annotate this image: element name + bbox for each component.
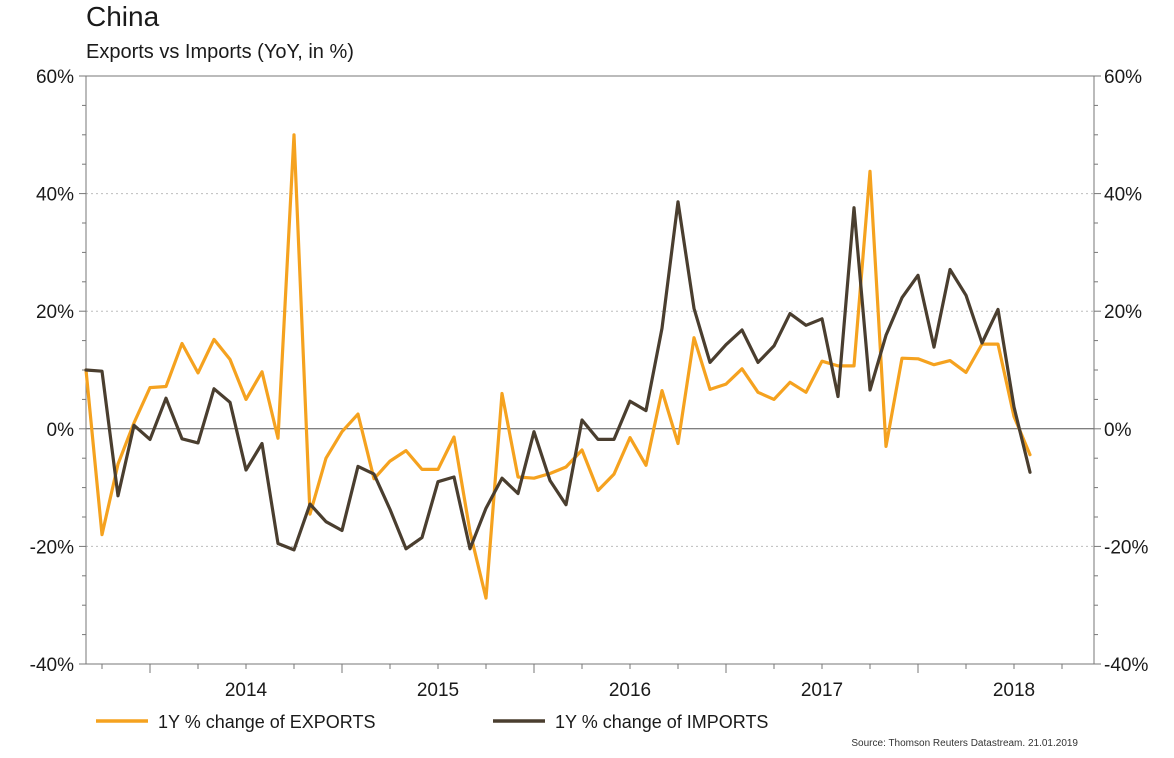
series-line-exports	[84, 133, 1032, 600]
legend: 1Y % change of EXPORTS 1Y % change of IMP…	[96, 712, 768, 732]
y-tick-left: 20%	[36, 302, 74, 323]
x-tick-label: 2015	[417, 680, 459, 701]
y-tick-left: -40%	[30, 655, 74, 676]
y-tick-right: -20%	[1104, 537, 1148, 558]
y-tick-right: 20%	[1104, 302, 1142, 323]
series-lines	[84, 133, 1032, 600]
y-tick-right: 60%	[1104, 67, 1142, 88]
y-tick-right: 40%	[1104, 185, 1142, 206]
y-tick-left: -20%	[30, 537, 74, 558]
x-tick-label: 2018	[993, 680, 1035, 701]
y-tick-left: 0%	[47, 420, 75, 441]
chart-title: China	[86, 1, 160, 32]
legend-label: 1Y % change of IMPORTS	[555, 712, 768, 732]
plot-frame	[85, 75, 1095, 665]
y-tick-left: 60%	[36, 67, 74, 88]
x-tick-label: 2017	[801, 680, 843, 701]
y-tick-right: 0%	[1104, 420, 1132, 441]
y-tick-left: 40%	[36, 185, 74, 206]
y-tick-right: -40%	[1104, 655, 1148, 676]
legend-label: 1Y % change of EXPORTS	[158, 712, 375, 732]
x-tick-label: 2014	[225, 680, 268, 701]
source-note: Source: Thomson Reuters Datastream. 21.0…	[851, 738, 1078, 749]
x-tick-label: 2016	[609, 680, 651, 701]
grid-lines	[86, 193, 1094, 547]
series-line-imports	[84, 200, 1032, 552]
axes: 60% 60% 40% 40% 20% 20% 0% 0% -20% -20% -40% -40% 20…	[30, 67, 1149, 701]
chart-subtitle: Exports vs Imports (YoY, in %)	[86, 41, 354, 63]
